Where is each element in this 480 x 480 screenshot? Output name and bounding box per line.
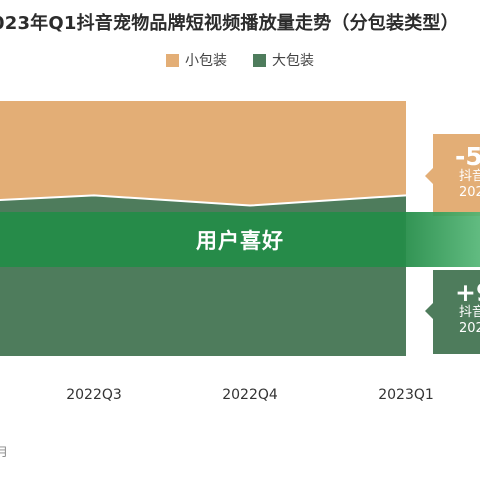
callout-bottom-line2: 202: [459, 321, 480, 336]
preference-banner: 用户喜好: [0, 212, 480, 267]
source-note: 月: [0, 445, 9, 459]
callout-top-line2: 202: [459, 185, 480, 200]
callout-top-line1: 抖音: [459, 169, 480, 184]
series-boundary-line: [0, 194, 407, 207]
x-tick-label: 2023Q1: [378, 387, 434, 403]
legend: 小包装 大包装: [0, 50, 480, 70]
x-tick-label: 2022Q4: [222, 387, 278, 403]
callout-arrow-top: [425, 168, 433, 184]
callout-small-package: -5 抖音 202: [433, 134, 480, 216]
callout-top-value: -5: [455, 142, 480, 171]
legend-item-small: 小包装: [166, 50, 227, 70]
legend-swatch-large: [253, 53, 266, 67]
callout-bottom-value: +9: [455, 278, 480, 307]
legend-label-small: 小包装: [185, 53, 227, 69]
chart-title: 023年Q1抖音宠物品牌短视频播放量走势（分包装类型）: [0, 13, 459, 34]
legend-item-large: 大包装: [253, 50, 314, 70]
x-tick-label: 2022Q3: [66, 387, 122, 403]
callout-arrow-bottom: [425, 303, 433, 319]
banner-text: 用户喜好: [196, 228, 284, 253]
callout-bottom-line1: 抖音: [459, 305, 480, 320]
legend-swatch-small: [166, 53, 179, 67]
legend-label-large: 大包装: [272, 53, 314, 69]
callout-large-package: +9 抖音 202: [433, 270, 480, 354]
